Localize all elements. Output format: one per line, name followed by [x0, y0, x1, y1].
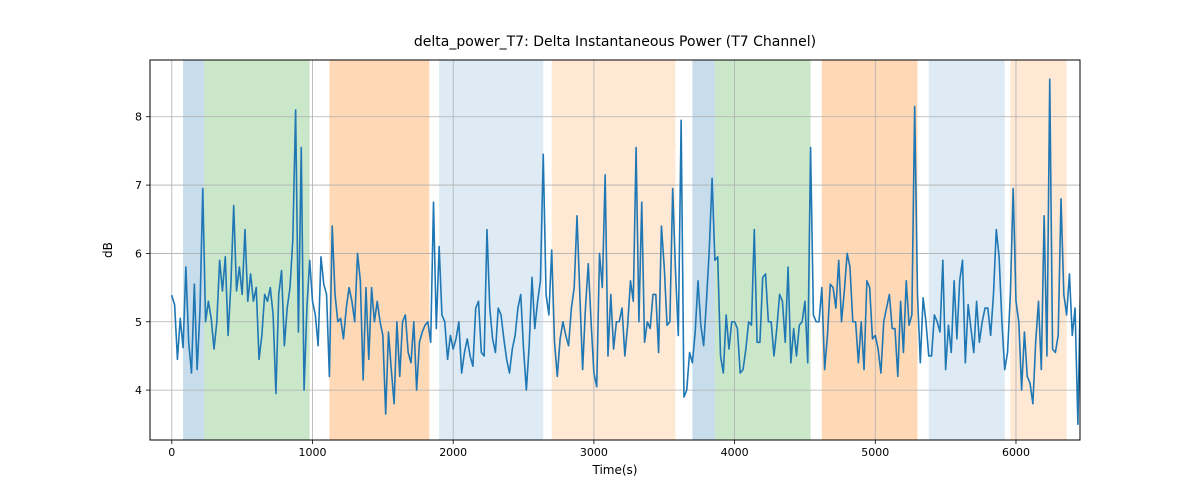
chart-title: delta_power_T7: Delta Instantaneous Powe… [414, 34, 816, 50]
ytick-label: 7 [135, 179, 142, 192]
ytick-label: 8 [135, 111, 142, 124]
chart-container: 0 1000 2000 3000 4000 5000 6000 4 5 6 7 8 Time(s) dB d… [0, 0, 1200, 500]
xtick-label: 1000 [299, 446, 327, 459]
ylabel: dB [101, 242, 115, 258]
ytick-label: 5 [135, 316, 142, 329]
xtick-label: 2000 [439, 446, 467, 459]
xlabel: Time(s) [592, 463, 638, 477]
xtick-label: 6000 [1002, 446, 1030, 459]
xtick-label: 0 [168, 446, 175, 459]
xtick-label: 3000 [580, 446, 608, 459]
xtick-label: 5000 [861, 446, 889, 459]
ytick-label: 4 [135, 384, 142, 397]
ytick-label: 6 [135, 247, 142, 260]
xtick-label: 4000 [721, 446, 749, 459]
chart-svg: 0 1000 2000 3000 4000 5000 6000 4 5 6 7 8 Time(s) dB d… [0, 0, 1200, 500]
